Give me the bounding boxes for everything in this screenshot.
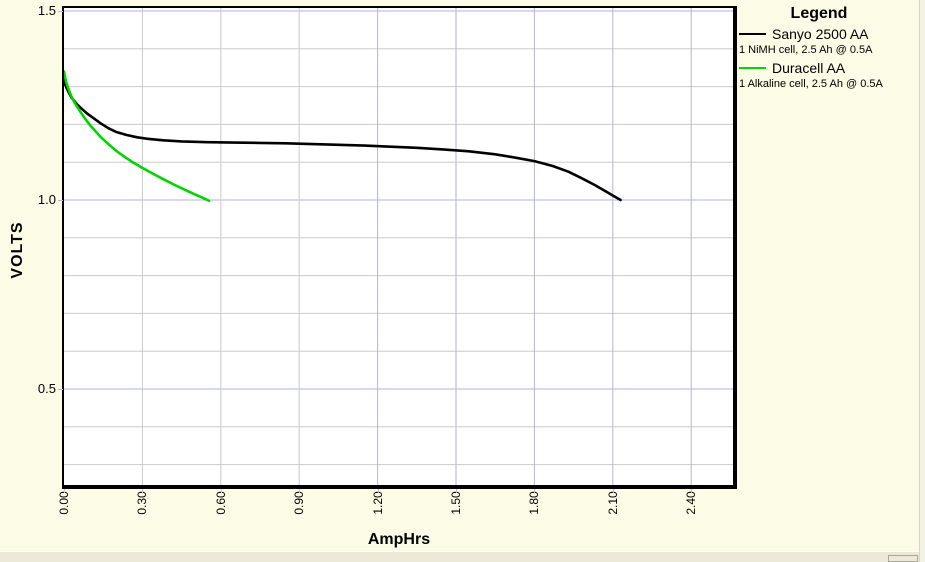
x-tick-label: 0.00 — [57, 491, 71, 515]
x-axis-title: AmpHrs — [367, 531, 431, 548]
y-tick-label: 1.0 — [37, 192, 56, 207]
chart-canvas[interactable] — [64, 8, 733, 485]
y-tick-label: 0.5 — [37, 381, 56, 396]
y-tick-mark — [58, 200, 63, 201]
series-description: 1 NiMH cell, 2.5 Ah @ 0.5A — [739, 44, 873, 56]
y-tick-label: 1.5 — [37, 3, 56, 18]
x-tick-label: 2.10 — [606, 491, 620, 515]
x-tick-label: 0.60 — [214, 491, 228, 515]
series-description: 1 Alkaline cell, 2.5 Ah @ 0.5A — [739, 78, 883, 90]
x-tick-label: 1.80 — [527, 491, 541, 515]
x-tick-mark — [613, 489, 614, 493]
series-line-swatch — [739, 33, 766, 35]
y-tick-mark — [58, 11, 63, 12]
plot-area — [62, 6, 737, 489]
x-tick-mark — [691, 489, 692, 493]
window-right-edge — [919, 0, 925, 562]
x-tick-mark — [221, 489, 222, 493]
horizontal-scrollbar-track[interactable] — [0, 551, 919, 562]
x-tick-label: 2.40 — [684, 491, 698, 515]
x-tick-mark — [64, 489, 65, 493]
legend-item-duracell: Duracell AA — [739, 60, 915, 76]
x-tick-mark — [456, 489, 457, 493]
x-tick-label: 0.30 — [135, 491, 149, 515]
x-tick-label: 1.50 — [449, 491, 463, 515]
y-axis-title: VOLTS — [9, 221, 26, 279]
legend-item-sanyo: Sanyo 2500 AA — [739, 26, 915, 42]
x-tick-mark — [534, 489, 535, 493]
x-tick-label: 0.90 — [292, 491, 306, 515]
x-tick-mark — [299, 489, 300, 493]
x-tick-mark — [142, 489, 143, 493]
legend-panel: Legend Sanyo 2500 AA 1 NiMH cell, 2.5 Ah… — [739, 5, 915, 94]
series-name: Sanyo 2500 AA — [772, 26, 869, 42]
x-tick-mark — [378, 489, 379, 493]
legend-title: Legend — [790, 5, 848, 22]
series-name: Duracell AA — [772, 60, 846, 76]
series-line-swatch — [739, 67, 766, 69]
x-tick-label: 1.20 — [371, 491, 385, 515]
y-tick-mark — [58, 389, 63, 390]
scrollbar-corner — [888, 555, 918, 562]
